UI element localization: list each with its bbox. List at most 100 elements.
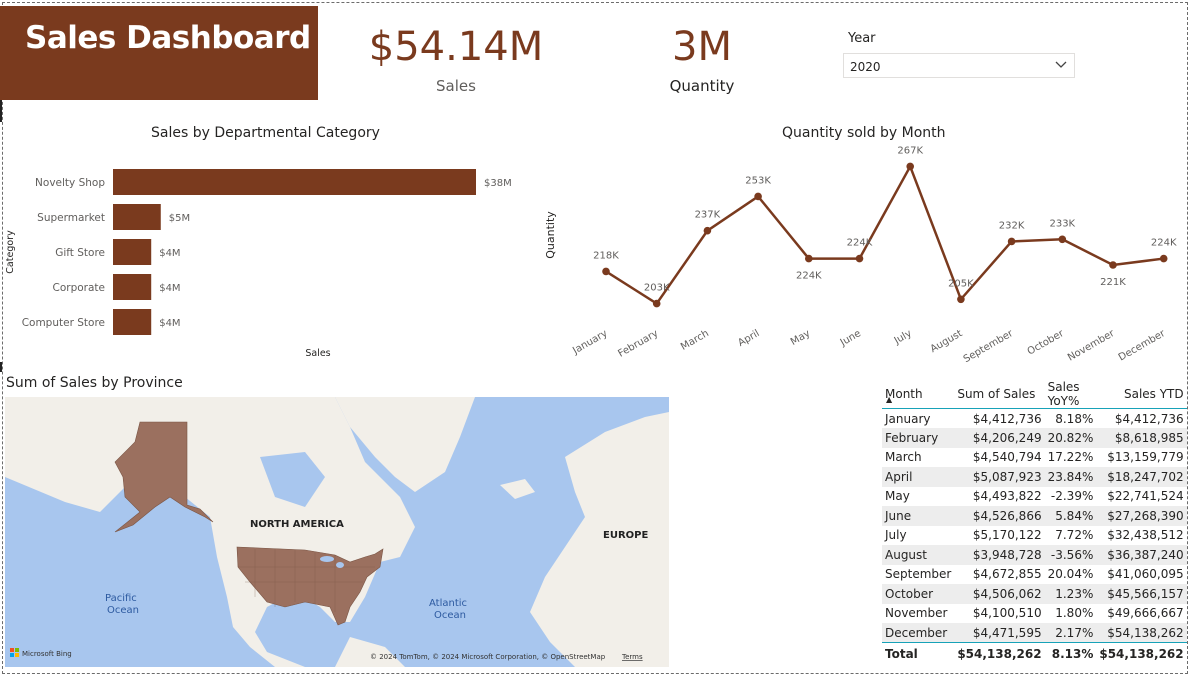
lakes: [320, 556, 344, 568]
table-cell: $18,247,702: [1096, 467, 1187, 487]
table-row: July $5,170,122 7.72% $32,438,512: [882, 526, 1187, 546]
table-cell: -3.56%: [1044, 545, 1097, 565]
table-cell: $5,087,923: [954, 467, 1045, 487]
line-point: [957, 295, 965, 304]
map-terms-link[interactable]: Terms: [621, 653, 643, 661]
table-total-cell: $54,138,262: [1096, 642, 1187, 665]
point-data-label: 253K: [745, 175, 771, 186]
sales-kpi-value: $54.14M: [368, 24, 544, 70]
table-total-cell: Total: [882, 642, 955, 665]
category-tick-label: Gift Store: [55, 247, 105, 259]
point-data-label: 237K: [695, 210, 721, 221]
map-visual[interactable]: NORTH AMERICA EUROPE Pacific Ocean Atlant…: [5, 397, 669, 667]
table-cell: $4,471,595: [954, 623, 1045, 643]
month-tick-label: May: [789, 328, 812, 348]
sales-table: Month ▲ Sum of Sales Sales YoY% Sales YTD…: [882, 380, 1187, 665]
table-cell: October: [882, 584, 955, 604]
month-tick-label: November: [1066, 328, 1117, 364]
month-tick-label: August: [929, 328, 965, 355]
column-header-sales-yoy[interactable]: Sales YoY%: [1044, 380, 1097, 409]
table-row: April $5,087,923 23.84% $18,247,702: [882, 467, 1187, 487]
point-data-label: 218K: [593, 250, 619, 261]
month-tick-label: February: [616, 328, 660, 360]
map-attribution: © 2024 TomTom, © 2024 Microsoft Corporat…: [370, 653, 606, 661]
bar-data-label: $4M: [159, 248, 180, 259]
x-axis-label: Sales: [305, 348, 330, 359]
table-cell: $4,540,794: [972, 450, 1042, 465]
table-cell: $4,526,866: [954, 506, 1045, 526]
table-cell: 7.72%: [1055, 528, 1094, 543]
line-point: [1159, 254, 1168, 263]
table-cell: $49,666,667: [1107, 606, 1184, 621]
category-tick-label: Corporate: [53, 282, 106, 294]
line-point: [805, 254, 813, 263]
usa-region: [236, 546, 384, 626]
table-cell: 8.18%: [1055, 411, 1094, 426]
table-cell: December: [882, 623, 955, 643]
dashboard-title: Sales Dashboard: [25, 20, 311, 56]
year-selected-value: 2020: [850, 60, 881, 74]
bar-data-label: $4M: [159, 283, 180, 294]
table-row: August $3,948,728 -3.56% $36,387,240: [882, 545, 1187, 565]
column-header-sales-ytd[interactable]: Sales YTD: [1096, 380, 1187, 409]
point-data-label: 224K: [847, 238, 873, 249]
table-cell: $4,672,855: [972, 567, 1042, 582]
point-data-label: 203K: [644, 283, 670, 294]
microsoft-bing-logo: Microsoft Bing: [10, 648, 72, 658]
column-header-sum-of-sales[interactable]: Sum of Sales: [954, 380, 1045, 409]
line-chart: 218K January 203K February 237K March 253K Apri…: [544, 145, 1177, 365]
table-cell: $4,206,249: [954, 428, 1045, 448]
table-row: March $4,540,794 17.22% $13,159,779: [882, 448, 1187, 468]
line-point: [703, 226, 712, 235]
y-axis-label: Category: [5, 230, 16, 274]
table-row: December $4,471,595 2.17% $54,138,262: [882, 623, 1187, 643]
iceland-landmass: [500, 479, 535, 499]
table-cell: $4,506,062: [954, 584, 1045, 604]
table-cell: 1.80%: [1055, 606, 1094, 621]
point-data-label: 267K: [897, 145, 923, 156]
table-total-cell: $54,138,262: [954, 642, 1045, 665]
table-cell: -2.39%: [1050, 489, 1094, 504]
table-cell: January: [885, 411, 931, 426]
table-header-row: Month ▲ Sum of Sales Sales YoY% Sales YTD: [882, 380, 1187, 409]
point-data-label: 224K: [796, 271, 822, 282]
sales-kpi-label: Sales: [436, 77, 476, 95]
y-axis-label: Quantity: [544, 211, 557, 259]
quantity-kpi-label: Quantity: [669, 77, 735, 95]
table-row: February $4,206,249 20.82% $8,618,985: [882, 428, 1187, 448]
edge-marker: [0, 362, 2, 372]
bar-data-label: $38M: [484, 178, 512, 189]
table-cell: $41,060,095: [1107, 567, 1184, 582]
table-row: October $4,506,062 1.23% $45,566,157: [882, 584, 1187, 604]
north-america-landmass: [5, 397, 415, 667]
north-america-label: NORTH AMERICA: [250, 519, 344, 530]
europe-landmass: [530, 412, 669, 667]
category-tick-label: Novelty Shop: [35, 177, 105, 189]
month-tick-label: April: [736, 328, 761, 349]
year-dropdown[interactable]: 2020: [843, 53, 1075, 78]
table-cell: $22,741,524: [1107, 489, 1184, 504]
table-total-cell: 8.13%: [1044, 642, 1097, 665]
table-row: May $4,493,822 -2.39% $22,741,524: [882, 487, 1187, 507]
atlantic-label: Atlantic Ocean: [429, 598, 467, 621]
month-tick-label: March: [679, 328, 711, 353]
bar-chart: Novelty Shop $38M Supermarket $5M Gift Store…: [5, 169, 512, 359]
point-data-label: 224K: [1151, 238, 1177, 249]
line-point: [754, 192, 762, 201]
line-point: [906, 162, 914, 171]
point-data-label: 205K: [948, 278, 974, 289]
month-tick-label: October: [1026, 328, 1067, 358]
table-row: November $4,100,510 1.80% $49,666,667: [882, 604, 1187, 624]
table-cell: $5,170,122: [972, 528, 1042, 543]
table-cell: 5.84%: [1044, 506, 1097, 526]
south-america-landmass: [335, 637, 405, 667]
table-cell: $36,387,240: [1096, 545, 1187, 565]
table-cell: $4,412,736: [1114, 411, 1184, 426]
column-header-month[interactable]: Month ▲: [882, 380, 955, 409]
table-cell: $3,948,728: [954, 545, 1045, 565]
bar-chart-title: Sales by Departmental Category: [151, 125, 380, 141]
europe-label: EUROPE: [603, 530, 648, 541]
table-cell: 17.22%: [1047, 450, 1094, 465]
month-tick-label: July: [892, 328, 914, 347]
map-canvas: NORTH AMERICA EUROPE Pacific Ocean Atlant…: [5, 397, 669, 667]
